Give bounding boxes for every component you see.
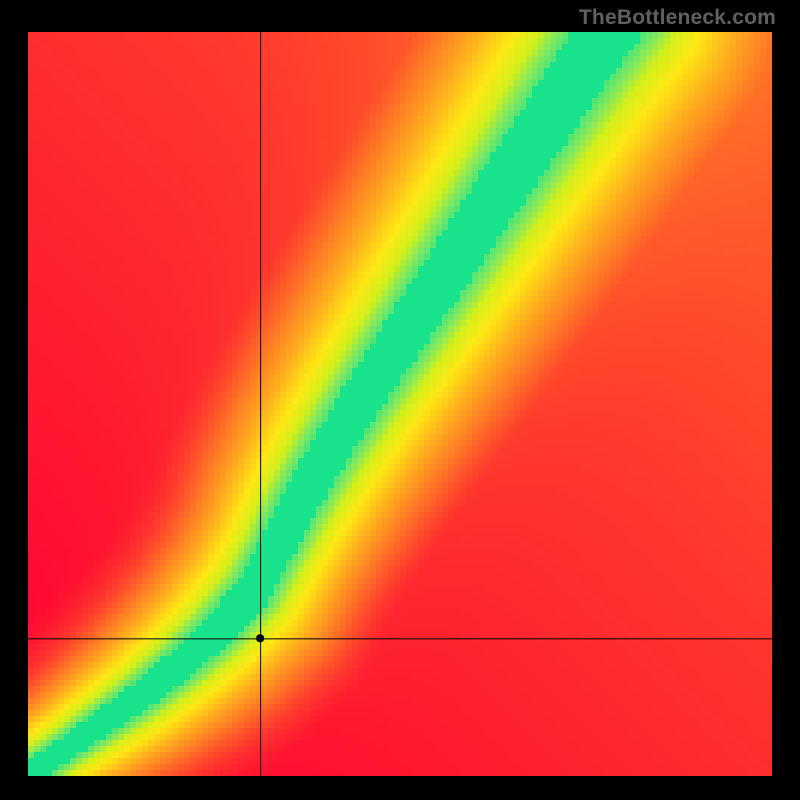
watermark-label: TheBottleneck.com — [579, 6, 776, 30]
chart-container: TheBottleneck.com — [0, 0, 800, 800]
crosshair-overlay — [28, 32, 772, 776]
